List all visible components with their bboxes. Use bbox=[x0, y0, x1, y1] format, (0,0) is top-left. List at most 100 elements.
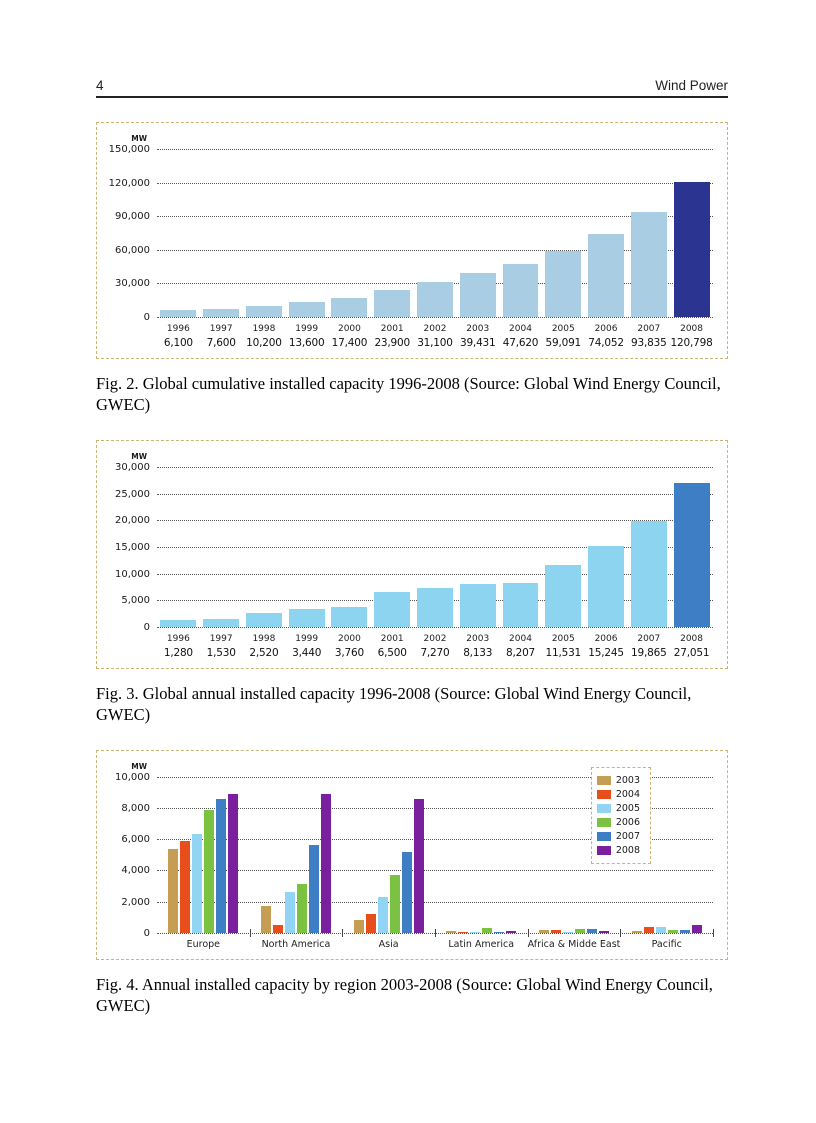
bar bbox=[588, 234, 624, 317]
gridline: 15,000 bbox=[115, 542, 713, 553]
bar-column bbox=[627, 149, 670, 317]
year-label: 2000 bbox=[337, 633, 361, 644]
figure-3-chart: 30,000 25,000 20,000 15,000 10,000 5,000 0 MW 1… bbox=[96, 439, 728, 669]
year-label: 1996 bbox=[166, 324, 190, 334]
bar-group bbox=[342, 777, 436, 937]
region-label: Asia bbox=[378, 938, 399, 950]
gridline: 6,000 bbox=[121, 834, 713, 845]
gridline: 20,000 bbox=[115, 515, 713, 526]
y-axis-tick-label: 0 bbox=[143, 312, 150, 323]
page-number: 4 bbox=[96, 78, 104, 93]
bar bbox=[377, 896, 388, 933]
bar bbox=[353, 920, 364, 933]
bar bbox=[261, 906, 271, 933]
bar bbox=[563, 931, 574, 933]
bar bbox=[203, 308, 240, 317]
y-axis-tick-label: 4,000 bbox=[121, 865, 150, 877]
y-axis-tick-label: 0 bbox=[143, 621, 150, 633]
legend-swatch bbox=[596, 831, 611, 841]
year-label: 2003 bbox=[466, 633, 490, 644]
bar-column bbox=[285, 467, 328, 627]
value-label: 93,835 bbox=[631, 337, 667, 349]
legend-label: 2008 bbox=[615, 844, 640, 856]
region-label: North America bbox=[261, 938, 331, 950]
legend-swatch bbox=[596, 789, 611, 799]
bar bbox=[545, 250, 582, 317]
value-label: 7,600 bbox=[206, 337, 236, 349]
legend-swatch bbox=[596, 775, 611, 785]
bar-column bbox=[243, 467, 286, 627]
y-axis-tick-label: 30,000 bbox=[115, 278, 150, 290]
bar bbox=[192, 834, 203, 933]
legend-entry: 2006 bbox=[596, 817, 640, 828]
bar-column bbox=[542, 467, 585, 627]
bar bbox=[470, 931, 481, 933]
y-axis-tick-label: 6,000 bbox=[121, 834, 150, 846]
year-label: 2002 bbox=[423, 633, 447, 644]
bar bbox=[374, 290, 411, 317]
legend-swatch bbox=[596, 803, 611, 813]
year-label: 2005 bbox=[551, 633, 575, 644]
x-axis-region-labels: Europe North America Asia Latin America Afri… bbox=[157, 939, 713, 950]
bar bbox=[587, 928, 598, 933]
y-axis-tick-label: 0 bbox=[143, 927, 150, 939]
bar bbox=[459, 583, 496, 627]
gridline: 0 bbox=[144, 312, 713, 323]
gridline: 25,000 bbox=[115, 489, 713, 500]
bar bbox=[588, 545, 624, 627]
value-label: 39,431 bbox=[459, 337, 496, 349]
year-label: 2002 bbox=[423, 324, 447, 334]
y-axis-tick-label: 15,000 bbox=[115, 541, 150, 553]
value-label: 3,760 bbox=[334, 646, 364, 659]
bar bbox=[482, 928, 493, 933]
y-axis-tick-label: 20,000 bbox=[115, 515, 150, 527]
year-label: 2007 bbox=[637, 324, 661, 334]
year-label: 1997 bbox=[209, 633, 233, 644]
value-label: 19,865 bbox=[631, 646, 667, 659]
figure-2-caption: Fig. 2. Global cumulative installed capa… bbox=[96, 374, 721, 415]
year-label: 2008 bbox=[680, 633, 704, 644]
running-header: 4 Wind Power bbox=[96, 78, 728, 98]
value-label: 15,245 bbox=[588, 646, 624, 659]
bar bbox=[655, 927, 666, 933]
bar bbox=[309, 845, 319, 933]
figure-2-plot-area: 150,000 120,000 90,000 60,000 30,000 0 MW bbox=[109, 134, 713, 323]
value-label: 6,500 bbox=[377, 646, 407, 659]
bar bbox=[673, 181, 710, 317]
bar-group bbox=[435, 777, 529, 937]
bar bbox=[413, 798, 424, 933]
year-label: 1998 bbox=[252, 324, 276, 334]
y-axis-tick-label: 2,000 bbox=[121, 896, 150, 908]
year-label: 2001 bbox=[380, 324, 404, 334]
value-label: 120,798 bbox=[670, 337, 713, 349]
bar-group bbox=[620, 777, 714, 937]
year-label: 2003 bbox=[466, 324, 490, 334]
year-label: 1999 bbox=[295, 324, 319, 334]
gridline: 120,000 bbox=[109, 178, 713, 189]
bar bbox=[631, 931, 642, 933]
y-axis-tick-label: 5,000 bbox=[121, 595, 150, 607]
value-label: 59,091 bbox=[545, 337, 582, 349]
year-label: 1996 bbox=[166, 633, 190, 644]
value-label: 11,531 bbox=[545, 646, 582, 659]
bar bbox=[539, 930, 550, 933]
y-axis-unit-label: MW bbox=[131, 451, 147, 461]
legend-entry: 2003 bbox=[596, 774, 640, 786]
bar bbox=[273, 924, 283, 933]
bar bbox=[502, 583, 539, 627]
figure-4-chart: 10,000 8,000 6,000 4,000 2,000 0 MW 2003 2004 200… bbox=[96, 749, 728, 960]
running-header-title: Wind Power bbox=[655, 78, 728, 93]
bar bbox=[502, 263, 539, 317]
legend-label: 2003 bbox=[615, 774, 640, 786]
year-label: 2004 bbox=[509, 324, 532, 334]
figure-4-caption: Fig. 4. Annual installed capacity by reg… bbox=[96, 974, 713, 1016]
bar bbox=[374, 592, 411, 627]
bar-column bbox=[542, 149, 585, 317]
value-label: 47,620 bbox=[502, 337, 539, 349]
gridline: 8,000 bbox=[121, 803, 713, 814]
bar bbox=[401, 851, 412, 933]
value-label: 23,900 bbox=[374, 337, 410, 349]
value-label: 1,280 bbox=[163, 646, 193, 659]
year-label: 2008 bbox=[680, 324, 704, 334]
gridline: 10,000 bbox=[115, 569, 713, 580]
